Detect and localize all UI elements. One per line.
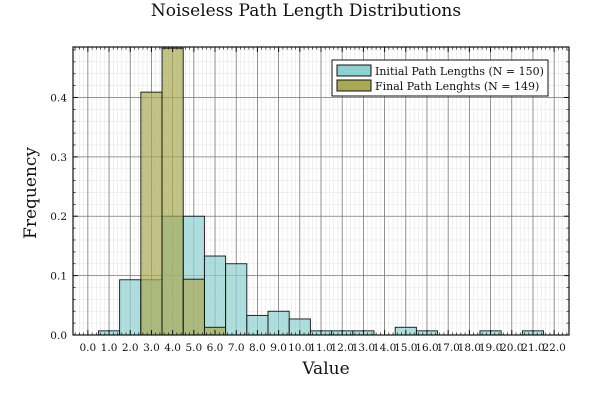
chart-title: Noiseless Path Length Distributions (151, 1, 461, 21)
x-tick-label: 18.0 (458, 342, 481, 354)
x-tick-label: 8.0 (249, 342, 266, 354)
x-tick-label: 14.0 (373, 342, 396, 354)
histogram-bar-series-1 (119, 279, 142, 336)
x-tick-label: 22.0 (542, 342, 565, 354)
x-tick-label: 21.0 (521, 342, 544, 354)
x-tick-label: 9.0 (270, 342, 287, 354)
histogram-bar-series-2 (161, 47, 184, 336)
x-tick-label: 19.0 (479, 342, 502, 354)
x-tick-label: 16.0 (415, 342, 438, 354)
x-tick-label: 0.0 (79, 342, 96, 354)
histogram-bar-series-2 (182, 278, 205, 336)
x-tick-label: 5.0 (185, 342, 202, 354)
x-tick-label: 15.0 (394, 342, 417, 354)
histogram-bar-series-2 (140, 91, 163, 336)
x-tick-label: 13.0 (352, 342, 375, 354)
legend-swatch-initial (336, 64, 372, 77)
x-tick-label: 7.0 (228, 342, 245, 354)
x-tick-label: 11.0 (309, 342, 332, 354)
y-tick-label: 0.2 (50, 211, 67, 223)
x-tick-label: 4.0 (164, 342, 181, 354)
histogram-bars (97, 47, 545, 336)
x-tick-label: 2.0 (122, 342, 139, 354)
histogram-bar-series-1 (225, 263, 248, 336)
legend-label-initial: Initial Path Lengths (N = 150) (375, 65, 544, 78)
y-tick-label: 0.1 (50, 271, 67, 283)
x-tick-label: 10.0 (288, 342, 311, 354)
y-tick-labels: 0.0 0.1 0.2 0.3 0.4 (50, 92, 67, 342)
x-tick-label: 17.0 (436, 342, 459, 354)
x-tick-labels: 0.0 1.0 2.0 3.0 4.0 5.0 6.0 7.0 8.0 9.0 10.011.012… (79, 342, 565, 354)
legend-swatch-final (336, 79, 372, 92)
legend-label-final: Final Path Lenghts (N = 149) (375, 80, 539, 93)
y-axis-label: Frequency (21, 147, 41, 239)
legend: Initial Path Lengths (N = 150) Final Pat… (331, 59, 549, 97)
axis-ticks (73, 47, 569, 336)
x-tick-label: 6.0 (207, 342, 224, 354)
y-tick-label: 0.4 (50, 92, 67, 104)
x-axis-label: Value (301, 359, 349, 379)
y-tick-label: 0.0 (50, 330, 67, 342)
histogram-bar-series-1 (203, 255, 227, 336)
x-tick-label: 3.0 (143, 342, 160, 354)
x-tick-label: 12.0 (331, 342, 354, 354)
x-tick-label: 1.0 (101, 342, 118, 354)
y-tick-label: 0.3 (50, 152, 67, 164)
x-tick-label: 20.0 (500, 342, 523, 354)
